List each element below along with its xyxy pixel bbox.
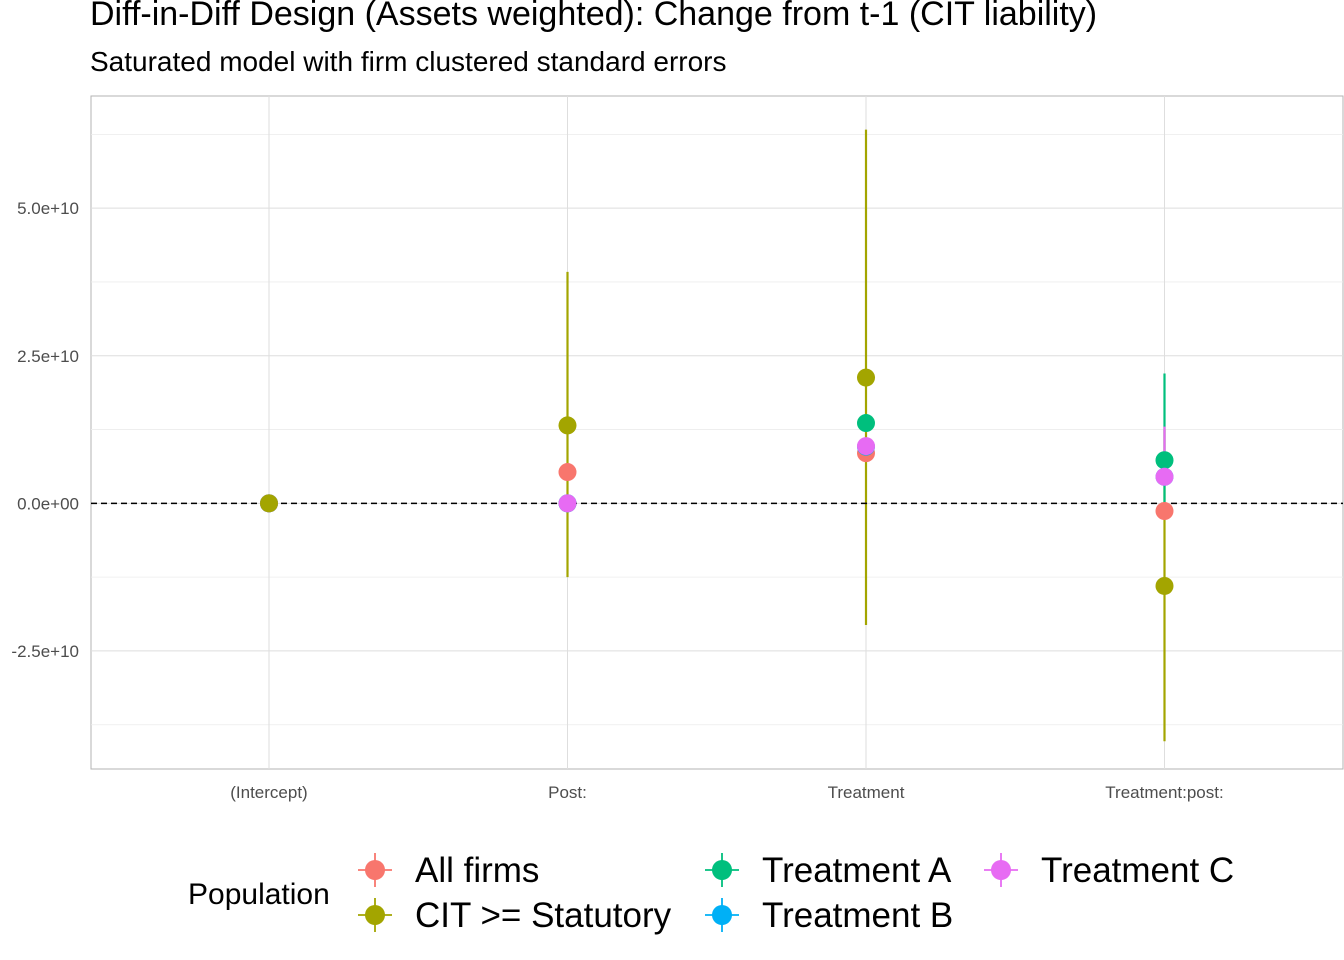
data-point xyxy=(857,414,875,433)
legend-key-point xyxy=(365,905,385,925)
y-tick-label: 2.5e+10 xyxy=(17,347,79,366)
legend-label: Treatment C xyxy=(1041,851,1234,890)
data-point xyxy=(1155,467,1174,486)
chart-title: Diff-in-Diff Design (Assets weighted): C… xyxy=(90,0,1098,33)
data-point xyxy=(857,437,875,456)
plot-panel xyxy=(90,95,1344,770)
legend-label: All firms xyxy=(415,851,539,890)
x-tick-label: Post: xyxy=(548,783,587,802)
data-point xyxy=(558,416,577,435)
x-tick-label: (Intercept) xyxy=(230,783,307,802)
y-tick-label: 0.0e+00 xyxy=(17,494,79,513)
legend-label: CIT >= Statutory xyxy=(415,896,672,935)
legend-label: Treatment B xyxy=(762,896,953,935)
x-tick-label: Treatment:post: xyxy=(1105,783,1223,802)
y-tick-label: -2.5e+10 xyxy=(11,642,79,661)
data-point xyxy=(260,494,278,513)
data-point xyxy=(1155,451,1174,470)
chart-subtitle: Saturated model with firm clustered stan… xyxy=(90,46,727,77)
legend-label: Treatment A xyxy=(762,851,952,890)
data-point xyxy=(1155,576,1174,595)
legend-key-point xyxy=(365,860,385,880)
data-point xyxy=(857,368,875,387)
legend-key-point xyxy=(991,860,1011,880)
y-tick-label: 5.0e+10 xyxy=(17,199,79,218)
data-point xyxy=(558,494,577,513)
data-point xyxy=(558,463,577,482)
legend-title: Population xyxy=(188,878,330,911)
data-point xyxy=(1155,502,1174,521)
legend-key-point xyxy=(712,860,732,880)
legend-key-point xyxy=(712,905,732,925)
x-tick-label: Treatment xyxy=(828,783,905,802)
